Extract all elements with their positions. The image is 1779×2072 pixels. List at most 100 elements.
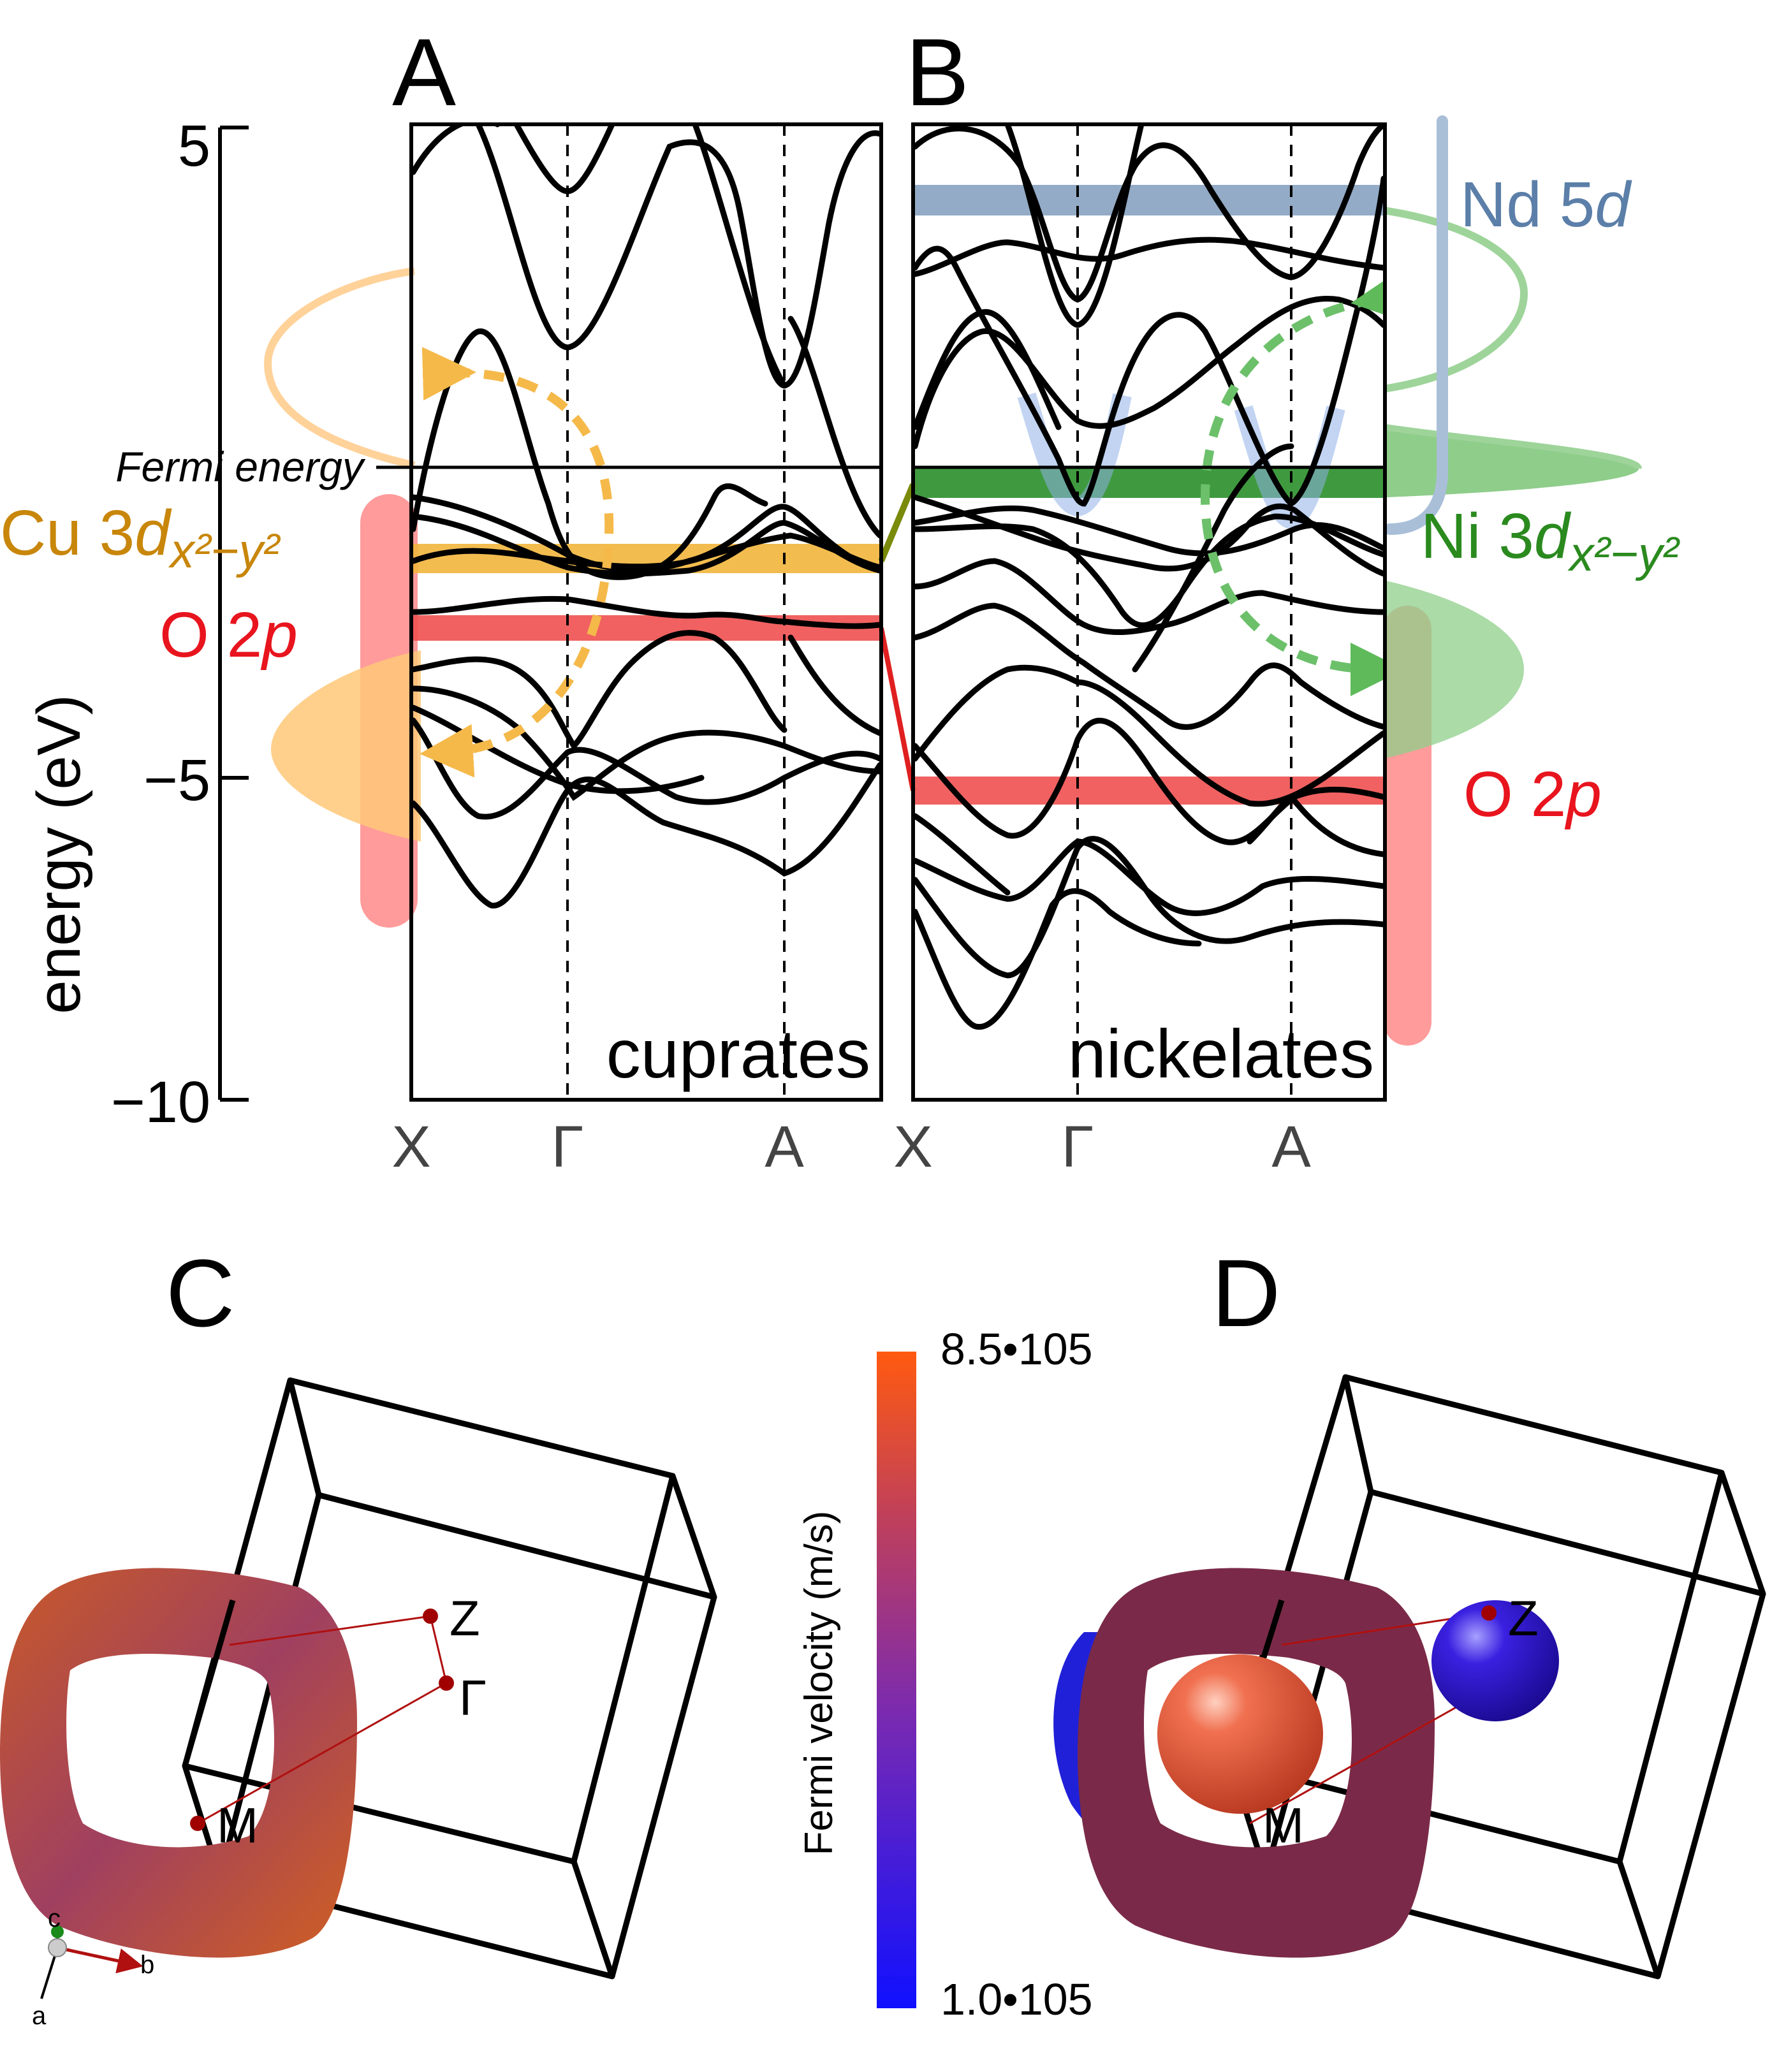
band-b-16 bbox=[913, 888, 1202, 1030]
y-axis-label: energy (eV) bbox=[25, 694, 93, 1014]
bz-d-point-z bbox=[1481, 1605, 1497, 1621]
ni-transition-arrow bbox=[1200, 269, 1385, 696]
band-b-8 bbox=[913, 513, 1385, 629]
ni-orbital-d: d bbox=[1534, 500, 1572, 572]
band-b-6 bbox=[913, 296, 1385, 449]
bz-c-front-edge-over-ring bbox=[182, 1599, 236, 1767]
panel-a-frame bbox=[409, 122, 883, 1102]
panel-c-fermi-surface: Z Γ M c b a bbox=[0, 1377, 717, 2030]
bz-c-label-m: M bbox=[217, 1797, 258, 1853]
o2p-left-label: O 2p bbox=[159, 599, 298, 671]
band-a-1 bbox=[411, 124, 501, 175]
kpath-label-b-x: X bbox=[893, 1114, 932, 1179]
bz-d-edge-2 bbox=[1616, 1471, 1725, 1863]
fermi-ring-c bbox=[0, 1568, 357, 1958]
fermi-velocity-colorbar: 8.5•105 1.0•105 Fermi velocity (m/s) bbox=[797, 1324, 1093, 2024]
nd-orbital-label: Nd 5d bbox=[1460, 169, 1632, 240]
o2p-right-label: O 2p bbox=[1463, 759, 1602, 830]
bz-c-label-z: Z bbox=[450, 1590, 480, 1646]
cu-orbital-d: d bbox=[135, 497, 172, 569]
y-tick-label-minus5: −5 bbox=[143, 748, 210, 813]
nd-fermi-glow-gamma bbox=[1017, 392, 1132, 517]
band-a-3 bbox=[475, 124, 881, 389]
band-b-4 bbox=[913, 175, 1385, 507]
band-a-13 bbox=[411, 717, 881, 820]
bz-c-point-m bbox=[190, 1816, 205, 1831]
y-tick-label-5: 5 bbox=[178, 113, 210, 179]
nd-orbital-prefix: Nd 5 bbox=[1460, 169, 1595, 240]
band-a-15 bbox=[787, 634, 881, 736]
fermi-pocket-gamma bbox=[1157, 1654, 1323, 1814]
band-b-10 bbox=[913, 558, 1385, 636]
band-a-6 bbox=[411, 328, 768, 580]
axis-label-c: c bbox=[48, 1904, 61, 1932]
band-a-2 bbox=[513, 124, 615, 194]
kpath-label-a-x: X bbox=[392, 1114, 430, 1179]
panel-letter-a: A bbox=[392, 18, 456, 126]
k-path-labels: X Γ A X Γ A bbox=[392, 1114, 1311, 1179]
panel-d-fermi-surface: Z M bbox=[1053, 1374, 1766, 1980]
axis-label-b: b bbox=[140, 1951, 154, 1979]
bz-c-kpath-z-m bbox=[229, 1615, 431, 1646]
y-tick-label-minus10: −10 bbox=[111, 1070, 210, 1135]
ni-dos-lower-lens bbox=[1384, 580, 1524, 759]
material-label-cuprates: cuprates bbox=[606, 1015, 870, 1092]
ni-orbital-sub: x²−y² bbox=[1567, 527, 1680, 581]
band-b-2 bbox=[1004, 124, 1145, 328]
band-a-11 bbox=[411, 630, 787, 751]
band-a-10 bbox=[411, 595, 881, 629]
band-b-11 bbox=[913, 602, 1385, 730]
kpath-label-a-gamma: Γ bbox=[552, 1114, 584, 1179]
cu-dos-upper-loop bbox=[263, 267, 416, 469]
ni-orbital-label: Ni 3dx²−y² bbox=[1421, 500, 1680, 581]
axis-origin bbox=[48, 1938, 67, 1957]
nd-dos-line bbox=[1384, 115, 1448, 535]
band-b-18 bbox=[1132, 443, 1294, 673]
nd-orbital-d: d bbox=[1595, 169, 1632, 240]
bz-c-label-gamma: Γ bbox=[459, 1670, 487, 1726]
ni-dos-upper-loop bbox=[1383, 207, 1528, 393]
band-a-5 bbox=[787, 316, 881, 539]
band-b-17 bbox=[913, 813, 1011, 896]
panel-frames bbox=[409, 122, 1387, 1102]
colorbar-gradient bbox=[877, 1352, 916, 2008]
cu-orbital-label: Cu 3dx²−y² bbox=[0, 497, 281, 578]
cu-orbital-sub: x²−y² bbox=[168, 524, 281, 578]
band-b-12 bbox=[913, 664, 1385, 807]
o2p-right-prefix: O 2 bbox=[1463, 759, 1566, 830]
material-label-nickelates: nickelates bbox=[1068, 1015, 1374, 1092]
axis-c-point bbox=[51, 1925, 64, 1938]
bz-d-edge-3 bbox=[1655, 1593, 1766, 1978]
ni-dos-fermi-spike bbox=[1385, 427, 1639, 497]
band-b-3 bbox=[913, 237, 1385, 277]
colorbar-label: Fermi velocity (m/s) bbox=[797, 1511, 841, 1856]
panel-a-bands bbox=[411, 124, 881, 908]
band-a-9 bbox=[411, 532, 881, 571]
bz-c-kpath-gamma-m bbox=[197, 1682, 447, 1825]
bz-c-edge-2 bbox=[571, 1475, 676, 1863]
panel-b-bands bbox=[913, 124, 1385, 1030]
y-axis bbox=[218, 126, 249, 1102]
band-b-14 bbox=[913, 838, 1385, 916]
bz-c-point-gamma bbox=[439, 1675, 454, 1691]
kpath-label-a-a: A bbox=[765, 1114, 804, 1179]
bz-c-kpath bbox=[197, 1615, 448, 1825]
cu-ni-connector bbox=[878, 483, 916, 562]
bz-c-edge-3 bbox=[609, 1596, 717, 1978]
o2p-right-p: p bbox=[1564, 759, 1602, 830]
band-a-8 bbox=[411, 513, 881, 577]
fermi-ring-d bbox=[1078, 1568, 1435, 1958]
colorbar-min-label: 1.0•105 bbox=[941, 1974, 1093, 2024]
axis-label-a: a bbox=[32, 2002, 47, 2030]
brillouin-zone-box-d bbox=[1227, 1374, 1766, 1980]
o2p-band-highlight-left bbox=[411, 615, 881, 641]
band-b-15 bbox=[913, 836, 1385, 979]
axis-b-line bbox=[57, 1946, 143, 1974]
ni-orbital-prefix: Ni 3 bbox=[1421, 500, 1534, 572]
ni-dos-fermi-spike-outline bbox=[1384, 424, 1642, 471]
axes-triad: c b a bbox=[32, 1904, 154, 2030]
band-b-19 bbox=[1247, 793, 1385, 857]
o2p-left-prefix: O 2 bbox=[159, 599, 262, 671]
brillouin-zone-box-c bbox=[182, 1377, 717, 1980]
